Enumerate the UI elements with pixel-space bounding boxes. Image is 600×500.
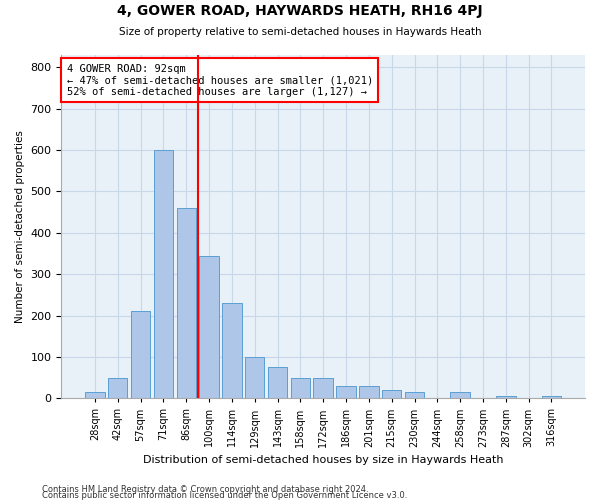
- Bar: [176, 208, 196, 398]
- Bar: [337, 386, 356, 398]
- Bar: [108, 378, 127, 398]
- Bar: [245, 357, 265, 399]
- X-axis label: Distribution of semi-detached houses by size in Haywards Heath: Distribution of semi-detached houses by …: [143, 455, 503, 465]
- Bar: [85, 392, 104, 398]
- Y-axis label: Number of semi-detached properties: Number of semi-detached properties: [15, 130, 25, 323]
- Bar: [290, 378, 310, 398]
- Text: 4, GOWER ROAD, HAYWARDS HEATH, RH16 4PJ: 4, GOWER ROAD, HAYWARDS HEATH, RH16 4PJ: [117, 4, 483, 18]
- Bar: [199, 256, 219, 398]
- Bar: [451, 392, 470, 398]
- Bar: [268, 367, 287, 398]
- Bar: [313, 378, 333, 398]
- Bar: [496, 396, 515, 398]
- Text: Contains HM Land Registry data © Crown copyright and database right 2024.: Contains HM Land Registry data © Crown c…: [42, 485, 368, 494]
- Text: Contains public sector information licensed under the Open Government Licence v3: Contains public sector information licen…: [42, 492, 407, 500]
- Text: 4 GOWER ROAD: 92sqm
← 47% of semi-detached houses are smaller (1,021)
52% of sem: 4 GOWER ROAD: 92sqm ← 47% of semi-detach…: [67, 64, 373, 97]
- Bar: [359, 386, 379, 398]
- Bar: [542, 396, 561, 398]
- Bar: [382, 390, 401, 398]
- Bar: [131, 312, 150, 398]
- Text: Size of property relative to semi-detached houses in Haywards Heath: Size of property relative to semi-detach…: [119, 27, 481, 37]
- Bar: [405, 392, 424, 398]
- Bar: [222, 303, 242, 398]
- Bar: [154, 150, 173, 398]
